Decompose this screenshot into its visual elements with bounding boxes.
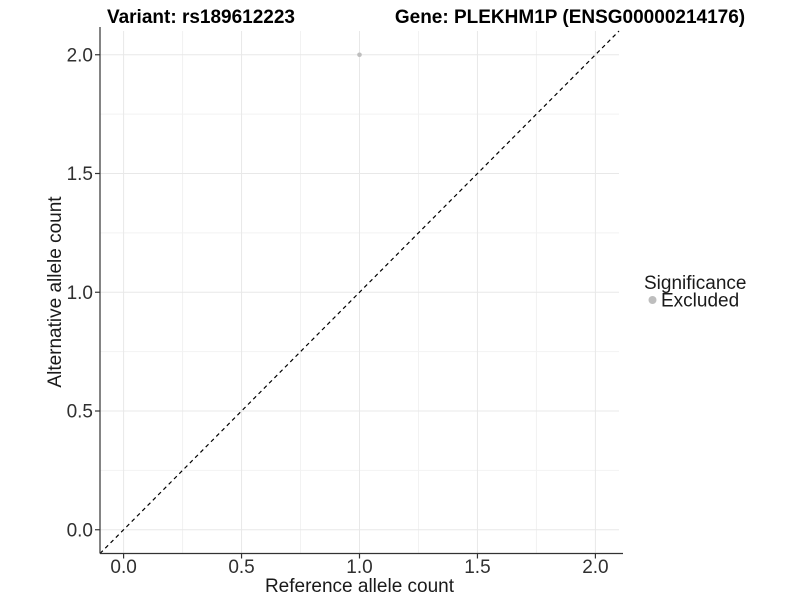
x-tick-label: 1.0 [346, 557, 372, 578]
y-tick-label: 0.0 [67, 520, 93, 541]
legend-key-excluded-icon [648, 296, 657, 304]
plot-title-variant: Variant: rs189612223 [107, 7, 295, 28]
legend-label-excluded: Excluded [661, 291, 739, 312]
identity-reference-line [99, 30, 620, 554]
y-tick-label: 1.5 [67, 164, 93, 185]
legend-title: Significance [644, 273, 746, 294]
y-tick-label: 2.0 [67, 45, 93, 66]
x-tick-label: 2.0 [582, 557, 608, 578]
x-tick-label: 1.5 [464, 557, 490, 578]
y-tick-label: 0.5 [67, 402, 93, 423]
x-axis-ticks [122, 553, 597, 559]
y-axis-ticks [95, 54, 100, 531]
x-tick-label: 0.0 [110, 557, 136, 578]
y-axis-title: Alternative allele count [45, 196, 66, 388]
y-axis-tick-labels: 0.0 0.5 1.0 1.5 2.0 [67, 45, 93, 541]
data-point [357, 52, 362, 58]
x-tick-label: 0.5 [228, 557, 254, 578]
y-tick-label: 1.0 [67, 283, 93, 304]
legend: Significance Excluded [644, 273, 746, 312]
x-axis-title: Reference allele count [265, 576, 455, 597]
data-points [357, 52, 362, 58]
plot-title-gene: Gene: PLEKHM1P (ENSG00000214176) [395, 7, 745, 28]
x-axis-tick-labels: 0.0 0.5 1.0 1.5 2.0 [110, 557, 608, 578]
